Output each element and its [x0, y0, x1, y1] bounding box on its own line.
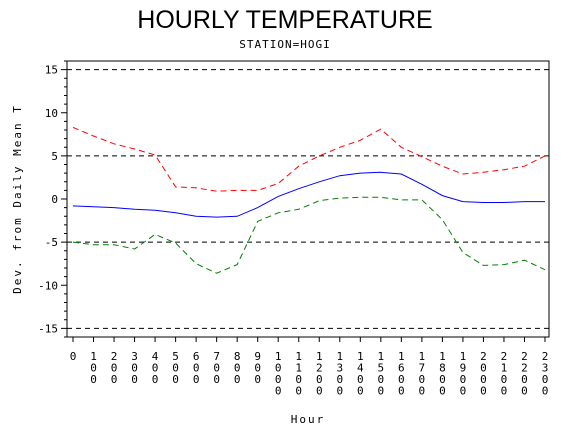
y-tick-label: 5 — [51, 150, 58, 163]
series-line-1 — [72, 126, 546, 192]
chart-subtitle: STATION=HOGI — [239, 38, 331, 51]
y-tick-label: -15 — [38, 322, 58, 335]
y-tick-label: 0 — [51, 193, 58, 206]
plot-frame — [66, 60, 550, 338]
reference-line-layer — [67, 69, 549, 329]
y-tick-label: 15 — [45, 64, 58, 77]
y-tick-label: 10 — [45, 107, 58, 120]
y-axis-label: Dev. from Daily Mean T — [11, 104, 24, 294]
chart-title: HOURLY TEMPERATURE — [137, 6, 433, 34]
tick-layer: -15 -10 -5 0 5 10 15 0 1 0 0 2 0 0 3 0 0 4 0 0 5 0 0 6 0 0 7 0 0 8 0 0 9… — [38, 60, 549, 398]
series-line-3 — [72, 196, 546, 274]
y-tick-label: -5 — [45, 236, 58, 249]
series-line-2 — [72, 171, 545, 218]
y-tick-label: -10 — [38, 279, 58, 292]
x-tick-label: 0 — [70, 350, 77, 363]
series-layer — [72, 126, 546, 274]
plot-frame-layer — [66, 60, 550, 338]
x-axis-label: Hour — [291, 413, 326, 426]
